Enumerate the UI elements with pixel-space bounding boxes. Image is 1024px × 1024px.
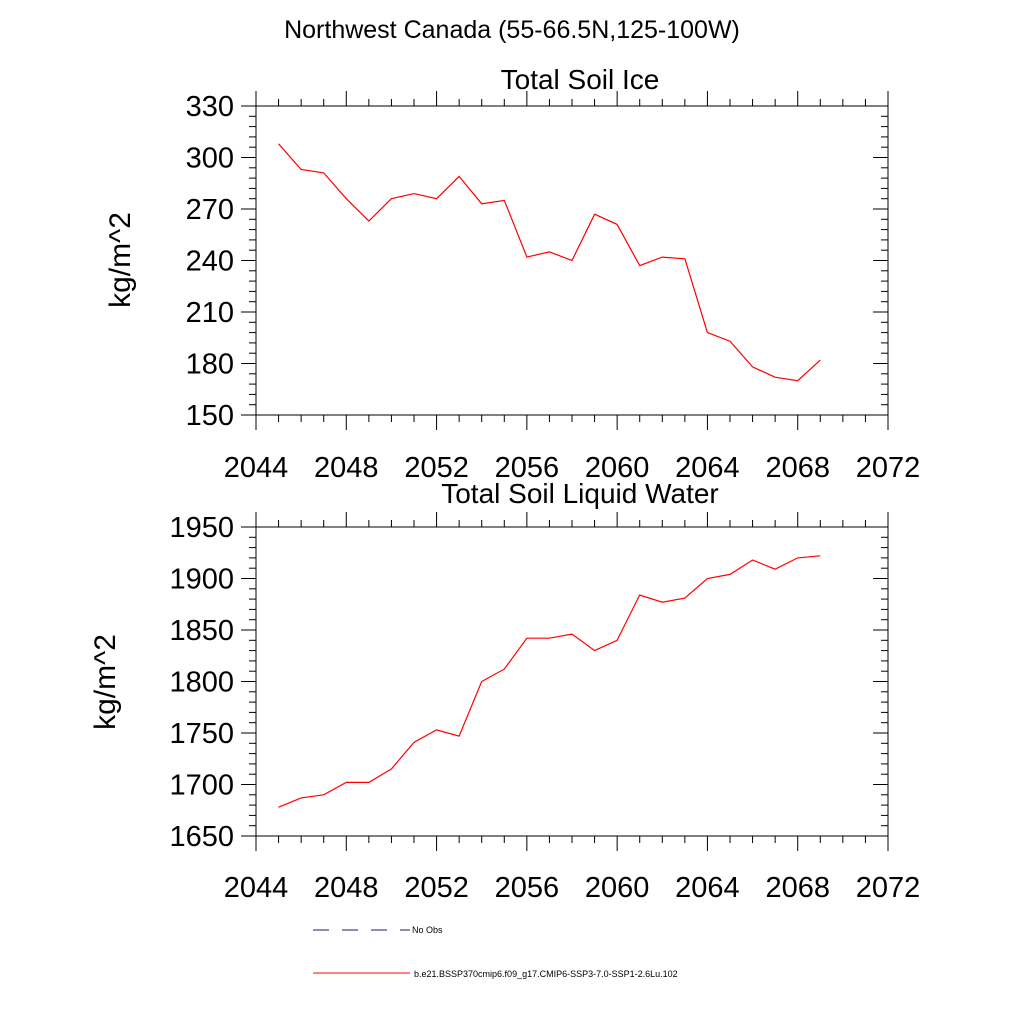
panel2-y-axis-label: kg/m^2 — [89, 634, 122, 730]
panel1-y-tick-label: 270 — [186, 194, 234, 226]
panel2-x-tick-label: 2060 — [585, 872, 650, 904]
panel2-y-tick-label: 1800 — [169, 667, 234, 699]
legend-obs-label: No Obs — [412, 925, 443, 935]
panel2-x-tick-label: 2056 — [495, 872, 560, 904]
panel1-x-tick-label: 2048 — [314, 452, 379, 484]
panel2-x-tick-label: 2048 — [314, 872, 379, 904]
panel2-x-tick-label: 2072 — [856, 872, 921, 904]
panel2-y-tick-label: 1750 — [169, 718, 234, 750]
figure-title: Northwest Canada (55-66.5N,125-100W) — [284, 16, 740, 44]
panel1-series-line-1 — [278, 143, 821, 382]
panel1-x-tick-label: 2052 — [404, 452, 469, 484]
panel1-x-tick-label: 2044 — [224, 452, 289, 484]
panel1-x-tick-label: 2068 — [765, 452, 830, 484]
panel1-y-tick-label: 180 — [186, 349, 234, 381]
panel2-series-line-1 — [278, 555, 821, 808]
panel1-y-tick-label: 150 — [186, 400, 234, 432]
panel2-x-tick-label: 2052 — [404, 872, 469, 904]
panel2-y-tick-label: 1700 — [169, 770, 234, 802]
panel2-title: Total Soil Liquid Water — [441, 478, 719, 509]
panel2-y-tick-label: 1950 — [169, 512, 234, 544]
panel1-y-axis-label: kg/m^2 — [104, 212, 137, 308]
panel2-plot-frame — [255, 526, 889, 837]
panel2-x-tick-label: 2064 — [675, 872, 740, 904]
panel2-y-tick-label: 1900 — [169, 564, 234, 596]
panel1-x-tick-label: 2056 — [495, 452, 560, 484]
panel1-title: Total Soil Ice — [501, 64, 660, 95]
panel1-x-tick-label: 2072 — [856, 452, 921, 484]
panel2-y-tick-label: 1650 — [169, 821, 234, 853]
panel1-y-tick-label: 240 — [186, 246, 234, 278]
panel1-y-tick-label: 300 — [186, 143, 234, 175]
panel2-y-tick-label: 1850 — [169, 615, 234, 647]
panel2-x-tick-label: 2068 — [765, 872, 830, 904]
panel1-x-tick-label: 2064 — [675, 452, 740, 484]
panel1-y-tick-label: 210 — [186, 297, 234, 329]
panel1-x-tick-label: 2060 — [585, 452, 650, 484]
legend-model-label: b.e21.BSSP370cmip6.f09_g17.CMIP6-SSP3-7.… — [414, 969, 678, 979]
panel2-x-tick-label: 2044 — [224, 872, 289, 904]
panel1-y-tick-label: 330 — [186, 91, 234, 123]
